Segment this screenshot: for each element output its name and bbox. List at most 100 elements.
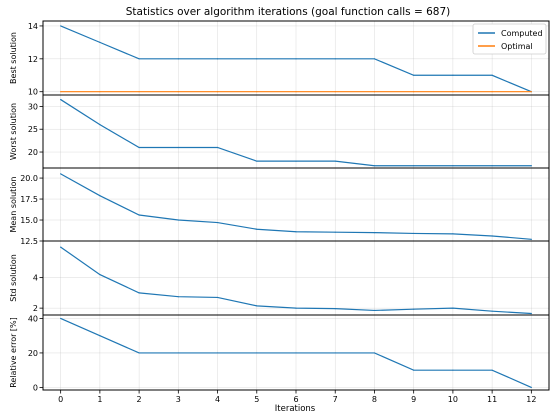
x-tick-label: 3 [176, 395, 181, 404]
x-axis-label: Iterations [275, 404, 316, 412]
data-point [295, 352, 297, 354]
data-point [99, 124, 101, 126]
y-tick-label: 4 [33, 274, 38, 283]
data-point [60, 317, 62, 320]
data-point [256, 352, 258, 354]
x-tick-label: 9 [411, 395, 416, 404]
data-point [530, 165, 532, 167]
data-point [373, 309, 376, 312]
y-tick-label: 40 [28, 314, 38, 323]
x-tick-label: 1 [97, 395, 102, 404]
data-point [452, 165, 454, 167]
data-point [216, 221, 219, 224]
y-axis-label: Worst solution [9, 103, 18, 160]
y-tick-label: 12.5 [20, 237, 38, 246]
figure-title: Statistics over algorithm iterations (go… [126, 6, 451, 18]
y-axis-label: Std solution [9, 254, 18, 302]
data-point [373, 58, 376, 60]
y-tick-label: 15.0 [20, 216, 38, 225]
data-point [334, 352, 336, 354]
data-point [138, 91, 140, 93]
data-point [295, 160, 297, 162]
data-point [60, 98, 62, 101]
data-point [413, 74, 415, 76]
data-point [295, 231, 297, 233]
y-tick-label: 30 [28, 102, 38, 111]
legend: Computed Optimal [472, 23, 547, 55]
data-point [491, 91, 493, 93]
data-point [491, 310, 493, 312]
data-point [530, 312, 532, 315]
data-point [334, 58, 336, 60]
data-point [177, 352, 179, 354]
panel-1: 20 25 30 Worst solution [9, 94, 550, 169]
x-tick-label: 6 [293, 395, 298, 404]
data-point [99, 273, 101, 276]
data-point [373, 91, 376, 93]
data-point [138, 292, 140, 294]
data-point [334, 231, 336, 233]
data-point [452, 307, 454, 309]
data-point [452, 91, 454, 93]
data-point [177, 219, 179, 221]
data-point [413, 232, 415, 235]
y-tick-label: 20.0 [20, 174, 38, 183]
x-tick-label: 4 [215, 395, 220, 404]
data-point [60, 25, 62, 27]
data-point [334, 160, 336, 162]
x-tick-label: 12 [526, 395, 536, 404]
data-point [216, 296, 219, 299]
data-point [138, 352, 140, 354]
data-point [60, 91, 62, 93]
x-tick-label: 10 [448, 395, 458, 404]
data-point [138, 214, 140, 216]
data-point [334, 91, 336, 93]
y-tick-label: 25 [28, 125, 38, 134]
data-point [99, 335, 101, 337]
y-tick-label: 0 [33, 383, 38, 392]
x-tick-label: 5 [254, 395, 259, 404]
data-point [530, 238, 532, 240]
data-point [216, 146, 219, 149]
data-point [177, 296, 179, 298]
y-tick-label: 20 [28, 148, 38, 157]
data-point [413, 165, 415, 167]
data-point [413, 369, 415, 371]
data-point [216, 352, 219, 354]
data-point [295, 307, 297, 309]
data-point [99, 195, 101, 197]
data-point [60, 246, 62, 248]
data-point [334, 307, 336, 310]
data-point [138, 58, 140, 60]
y-tick-label: 10 [28, 88, 38, 97]
y-tick-label: 12 [28, 55, 38, 64]
data-point [256, 58, 258, 60]
panel-3: 2 4 Std solution [9, 240, 550, 316]
data-point [530, 386, 532, 389]
y-axis-label: Mean solution [9, 176, 18, 232]
data-point [491, 165, 493, 167]
y-axis-label: Best solution [9, 32, 18, 84]
panel-0: 10 12 14 Best solution Computed Optimal [9, 20, 550, 97]
data-point [60, 173, 62, 175]
legend-label-optimal: Optimal [501, 42, 533, 51]
data-point [256, 305, 258, 307]
data-point [295, 58, 297, 60]
data-point [256, 91, 258, 93]
data-point [530, 91, 532, 93]
data-point [452, 233, 454, 235]
data-point [99, 41, 101, 43]
data-point [413, 308, 415, 310]
y-tick-label: 17.5 [20, 195, 38, 204]
data-point [216, 91, 219, 93]
data-point [413, 91, 415, 93]
data-point [373, 232, 376, 234]
data-point [138, 146, 140, 149]
x-tick-label: 7 [333, 395, 338, 404]
data-point [99, 91, 101, 93]
data-point [295, 91, 297, 93]
x-tick-label: 2 [137, 395, 142, 404]
